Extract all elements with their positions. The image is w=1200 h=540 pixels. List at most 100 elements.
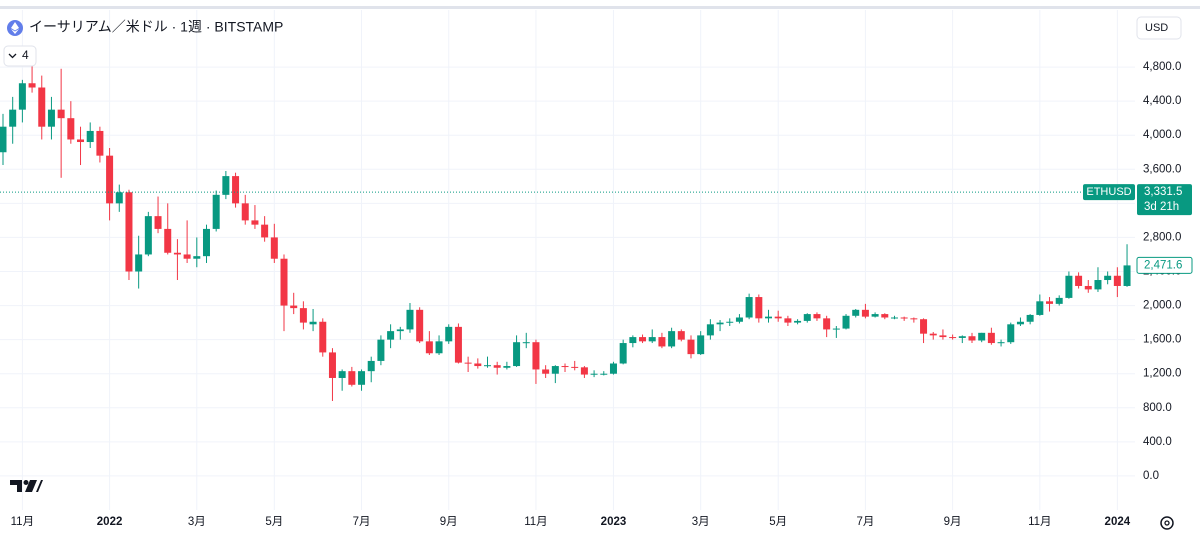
candle-body — [920, 319, 928, 334]
candle-body — [96, 130, 104, 156]
candle-body — [261, 224, 269, 238]
candle-body — [38, 87, 46, 127]
candle-body — [164, 228, 172, 253]
settings-icon[interactable] — [1160, 516, 1174, 530]
candle-body — [871, 314, 879, 317]
candle-body — [1016, 321, 1024, 325]
candle-body — [823, 318, 831, 330]
candle-body — [590, 373, 598, 375]
candle-body — [18, 83, 26, 110]
indicator-toggle[interactable] — [3, 45, 37, 67]
price-line-value: 3,331.5 — [1144, 186, 1182, 198]
y-tick-label: 1,600.0 — [1143, 334, 1181, 346]
candle-body — [881, 314, 889, 318]
candle-body — [1123, 265, 1131, 286]
x-tick-label: 2023 — [601, 516, 627, 528]
candle-body — [1055, 297, 1063, 304]
y-tick-label: 4,400.0 — [1143, 95, 1181, 107]
candle-body — [987, 332, 995, 344]
x-tick-label: 7月 — [856, 516, 874, 528]
candles — [0, 61, 1131, 401]
candle-body — [106, 155, 114, 204]
candle-body — [309, 321, 317, 325]
candle-body — [842, 315, 850, 329]
x-tick-label: 3月 — [692, 516, 710, 528]
candle-body — [716, 322, 724, 325]
candle-body — [929, 333, 937, 336]
candle-body — [910, 318, 918, 320]
x-tick-label: 9月 — [944, 516, 962, 528]
candle-body — [387, 331, 395, 340]
indicator-count: 4 — [22, 48, 29, 62]
candle-body — [57, 109, 65, 119]
candle-body — [154, 216, 162, 229]
x-tick-label: 3月 — [188, 516, 206, 528]
price-line-value-box — [1137, 184, 1192, 216]
candle-body — [67, 118, 75, 140]
candle-body — [9, 109, 17, 127]
x-tick-label: 9月 — [440, 516, 458, 528]
candle-body — [1113, 275, 1121, 286]
candle-body — [687, 339, 695, 355]
candle-body — [765, 316, 773, 319]
candle-body — [77, 139, 85, 143]
candle-body — [0, 126, 7, 153]
candle-body — [425, 341, 433, 354]
candle-body — [396, 329, 404, 332]
candle-body — [348, 371, 356, 385]
candle-body — [115, 192, 123, 204]
currency-button[interactable] — [1136, 16, 1182, 40]
price-line-countdown: 3d 21h — [1144, 201, 1179, 213]
candle-body — [1075, 275, 1083, 286]
x-tick-label: 11月 — [1028, 516, 1051, 528]
top-border — [0, 6, 1200, 9]
candle-body — [1084, 285, 1092, 290]
candle-body — [949, 337, 957, 339]
logo-part — [10, 480, 22, 492]
candle-body — [241, 203, 249, 221]
candle-body — [939, 335, 947, 338]
candle-body — [464, 362, 472, 364]
candle-body — [668, 331, 676, 347]
y-tick-label: 400.0 — [1143, 436, 1172, 448]
candle-body — [338, 371, 346, 378]
candle-body — [677, 331, 685, 340]
candle-body — [735, 317, 743, 322]
candle-body — [561, 366, 569, 368]
candle-body — [755, 297, 763, 319]
candle-body — [900, 317, 908, 319]
candle-body — [978, 332, 986, 341]
candle-body — [997, 342, 1005, 344]
candle-body — [202, 228, 210, 257]
candle-body — [658, 337, 666, 347]
candle-body — [328, 352, 336, 378]
y-tick-label: 3,600.0 — [1143, 163, 1181, 175]
candle-body — [222, 176, 230, 195]
candle-body — [958, 336, 966, 338]
eth-glyph — [11, 22, 19, 34]
candle-body — [968, 336, 976, 341]
candle-body — [503, 366, 511, 368]
x-tick-label: 5月 — [769, 516, 787, 528]
candle-body — [794, 320, 802, 323]
candle-body — [319, 321, 327, 353]
currency-label: USD — [1145, 22, 1168, 34]
candle-body — [522, 342, 530, 344]
candle-body — [1026, 314, 1034, 322]
candle-body — [280, 258, 288, 306]
candle-body — [47, 109, 55, 127]
candle-body — [813, 314, 821, 319]
price-line-name-box — [1083, 184, 1135, 201]
candle-body — [832, 328, 840, 330]
candle-body — [745, 297, 753, 318]
candle-body — [774, 316, 782, 319]
candle-body — [232, 176, 240, 204]
candle-body — [600, 373, 608, 375]
candle-body — [784, 318, 792, 323]
chevron-icon — [8, 53, 17, 59]
x-tick-label: 11月 — [11, 516, 34, 528]
candle-body — [493, 365, 501, 368]
candle-body — [1065, 275, 1073, 298]
y-tick-label: 1,200.0 — [1143, 368, 1181, 380]
